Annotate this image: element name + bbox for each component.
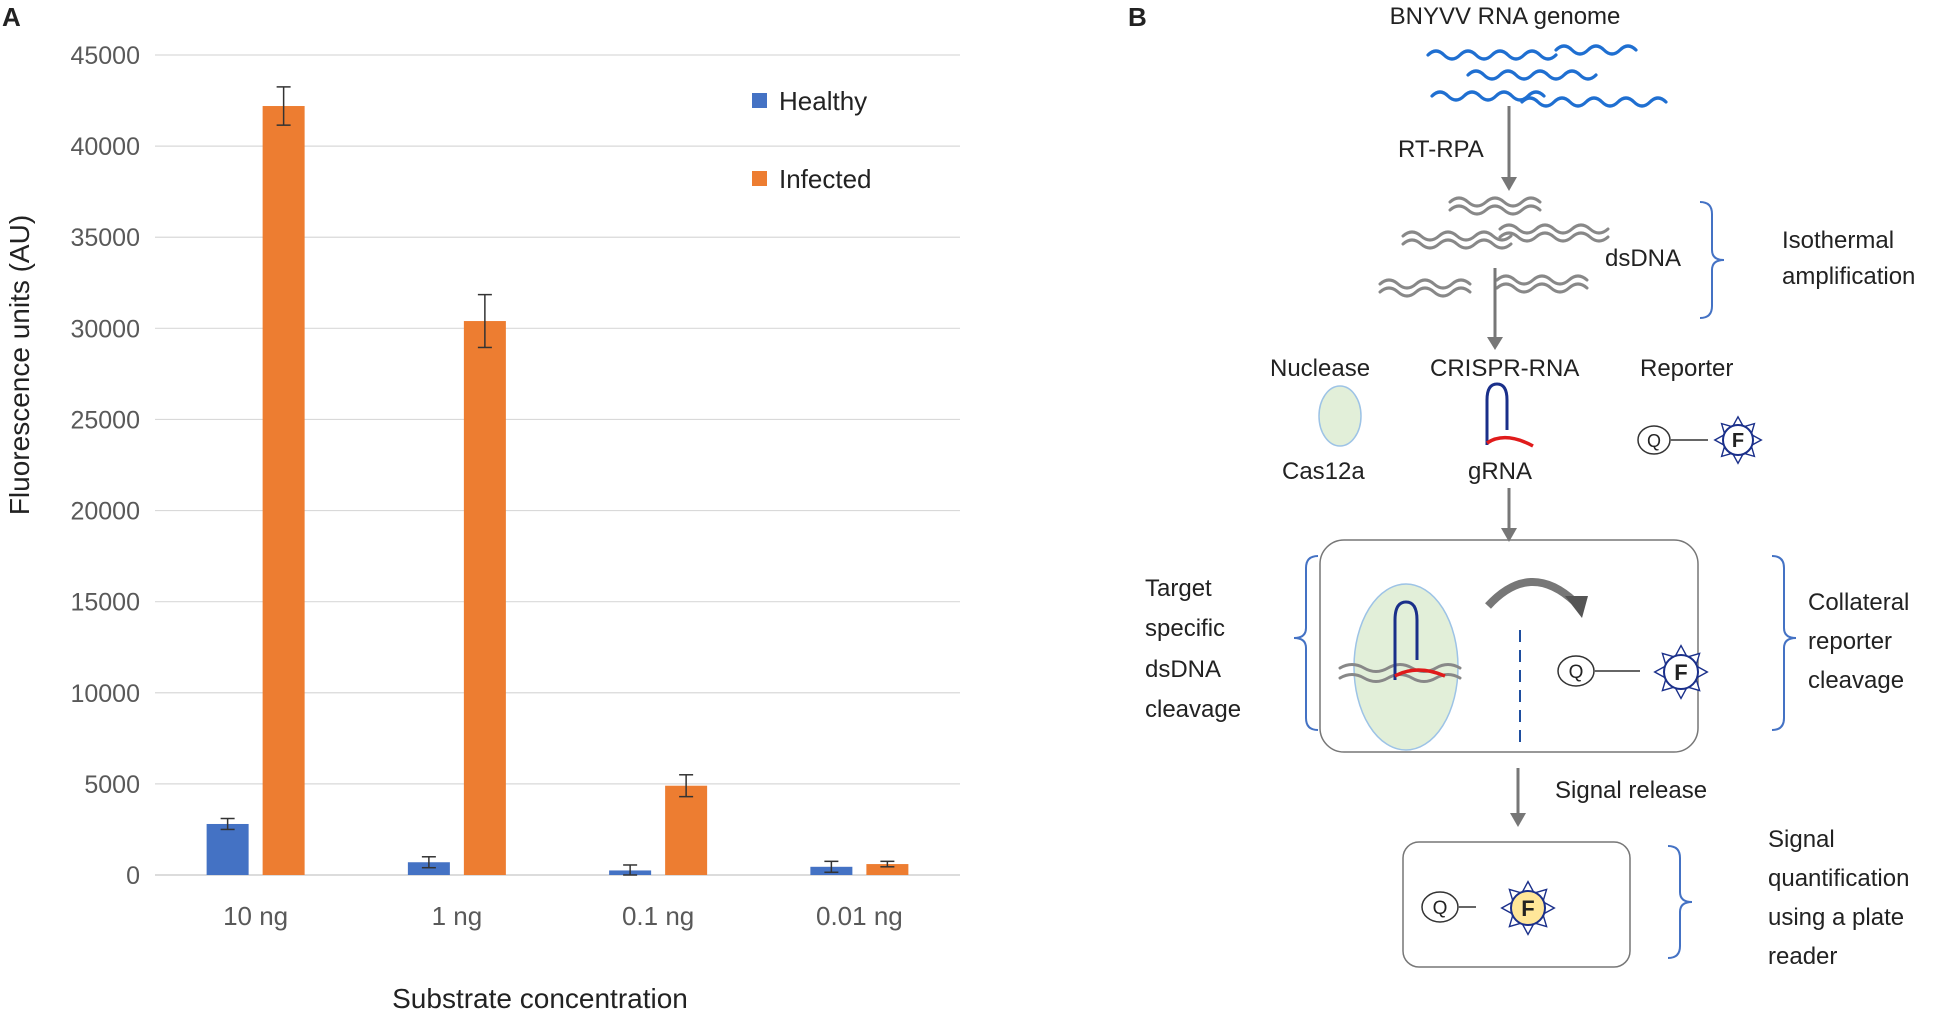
grna-spacer bbox=[1486, 436, 1534, 448]
star-core bbox=[1663, 654, 1699, 690]
box-reporter: Q F bbox=[1557, 644, 1709, 700]
collateral-curved-arrow bbox=[1485, 578, 1578, 609]
collateral-line-1: Collateral bbox=[1808, 589, 1909, 616]
star-core bbox=[1510, 890, 1546, 926]
x-tick-label: 0.1 ng bbox=[622, 901, 694, 931]
dsdna-strands bbox=[1378, 196, 1610, 298]
x-tick-label: 1 ng bbox=[432, 901, 483, 931]
quant-line-1: Signal bbox=[1768, 826, 1835, 853]
quant-line-4: reader bbox=[1768, 943, 1837, 970]
y-tick-label: 0 bbox=[126, 862, 140, 890]
released-fluor-star bbox=[1500, 880, 1556, 936]
y-tick-label: 40000 bbox=[70, 133, 140, 161]
arrow-head-signal-release bbox=[1510, 813, 1526, 827]
isothermal-line-2: amplification bbox=[1782, 263, 1915, 290]
y-axis-ticks: 0 5000 10000 15000 20000 25000 30000 35000 40000… bbox=[70, 42, 140, 890]
released-q: Q bbox=[1433, 898, 1448, 919]
grna-label: gRNA bbox=[1468, 458, 1532, 485]
target-line-3: dsDNA bbox=[1145, 656, 1221, 683]
bracket-quantification bbox=[1667, 845, 1693, 959]
y-tick-label: 35000 bbox=[70, 224, 140, 252]
bar-infected bbox=[262, 106, 305, 876]
star-core bbox=[1722, 424, 1754, 456]
bar-infected bbox=[665, 785, 708, 875]
legend-swatch-healthy bbox=[752, 93, 767, 108]
isothermal-line-1: Isothermal bbox=[1782, 227, 1894, 254]
x-tick-label: 0.01 ng bbox=[816, 901, 903, 931]
quant-line-2: quantification bbox=[1768, 865, 1909, 892]
panel-a-label: A bbox=[2, 2, 21, 32]
reporter-fluor-star bbox=[1713, 415, 1763, 465]
genome-label: BNYVV RNA genome bbox=[1390, 3, 1621, 30]
reaction-box bbox=[1319, 539, 1699, 753]
cas12a-label: Cas12a bbox=[1282, 458, 1365, 485]
rna-genome-strands bbox=[1426, 44, 1668, 108]
bracket-isothermal bbox=[1699, 201, 1725, 319]
collateral-arrow-head bbox=[1565, 596, 1588, 618]
released-reporter: Q F bbox=[1421, 880, 1556, 936]
cas12a-nuclease-shape bbox=[1318, 385, 1362, 447]
x-tick-label: 10 ng bbox=[223, 901, 288, 931]
crispr-rna-label: CRISPR-RNA bbox=[1430, 355, 1579, 382]
legend: Healthy Infected bbox=[752, 86, 872, 194]
complex-grna-hairpin bbox=[1393, 600, 1419, 680]
grna-hairpin bbox=[1485, 382, 1509, 445]
x-axis-ticks: 10 ng 1 ng 0.1 ng 0.01 ng bbox=[223, 901, 903, 931]
legend-label-healthy: Healthy bbox=[779, 86, 867, 116]
box-reporter-fluor-star bbox=[1653, 644, 1709, 700]
complex-grna-spacer bbox=[1394, 668, 1446, 678]
arrow-head-to-crispr bbox=[1487, 337, 1503, 350]
reporter-fluor-f: F bbox=[1732, 430, 1744, 452]
box-reporter-q: Q bbox=[1569, 662, 1584, 683]
y-tick-label: 45000 bbox=[70, 42, 140, 70]
bar-healthy bbox=[206, 823, 249, 875]
dsdna-label: dsDNA bbox=[1605, 245, 1681, 272]
x-axis-title: Substrate concentration bbox=[392, 983, 688, 1014]
bracket-target bbox=[1293, 555, 1319, 731]
legend-label-infected: Infected bbox=[779, 164, 872, 194]
quant-line-3: using a plate bbox=[1768, 904, 1904, 931]
reporter-molecule: Q F bbox=[1637, 415, 1763, 465]
collateral-line-2: reporter bbox=[1808, 628, 1892, 655]
arrow-head-rt-rpa bbox=[1501, 177, 1517, 191]
released-f: F bbox=[1521, 896, 1534, 921]
bar-healthy bbox=[407, 862, 450, 875]
y-axis-title: Fluorescence units (AU) bbox=[4, 215, 35, 515]
target-line-4: cleavage bbox=[1145, 696, 1241, 723]
y-tick-label: 25000 bbox=[70, 406, 140, 434]
rt-rpa-label: RT-RPA bbox=[1398, 136, 1484, 163]
bar-series bbox=[206, 86, 909, 876]
y-tick-label: 5000 bbox=[84, 771, 140, 799]
y-tick-label: 30000 bbox=[70, 315, 140, 343]
target-line-1: Target bbox=[1145, 575, 1212, 602]
y-tick-label: 15000 bbox=[70, 589, 140, 617]
signal-box bbox=[1402, 841, 1631, 968]
panel-b-label: B bbox=[1128, 2, 1147, 32]
legend-swatch-infected bbox=[752, 171, 767, 186]
reporter-label: Reporter bbox=[1640, 355, 1733, 382]
box-reporter-f: F bbox=[1674, 660, 1687, 685]
bracket-collateral bbox=[1771, 555, 1797, 731]
arrow-head-to-reaction bbox=[1501, 528, 1517, 542]
bar-chart: 0 5000 10000 15000 20000 25000 30000 35000 40000… bbox=[4, 42, 960, 1014]
y-tick-label: 10000 bbox=[70, 680, 140, 708]
collateral-line-3: cleavage bbox=[1808, 667, 1904, 694]
signal-release-label: Signal release bbox=[1555, 777, 1707, 804]
reporter-quencher-q: Q bbox=[1647, 431, 1661, 451]
bar-infected bbox=[866, 864, 909, 875]
bar-infected bbox=[463, 321, 506, 875]
nuclease-label: Nuclease bbox=[1270, 355, 1370, 382]
target-line-2: specific bbox=[1145, 615, 1225, 642]
cas12a-complex bbox=[1353, 583, 1459, 751]
y-tick-label: 20000 bbox=[70, 498, 140, 526]
